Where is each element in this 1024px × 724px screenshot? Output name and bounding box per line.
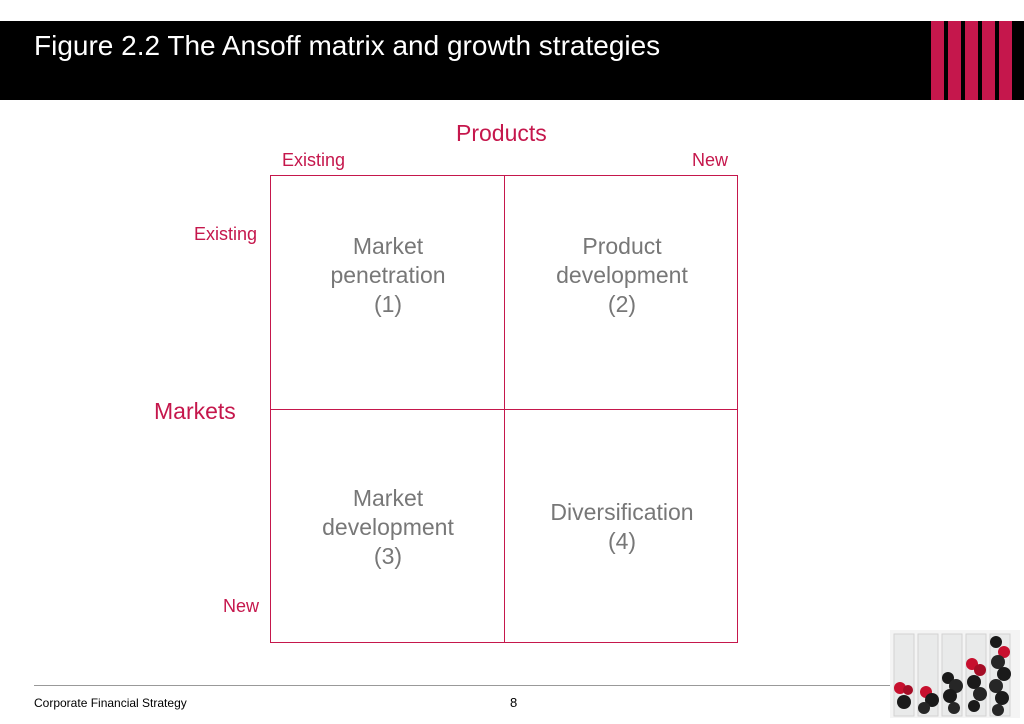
products-existing-label: Existing bbox=[282, 150, 346, 170]
header-bar bbox=[0, 21, 1024, 100]
cell-market-development: Market development (3) bbox=[271, 410, 505, 644]
cell-text-product-development: Product development (2) bbox=[556, 232, 688, 319]
cell-line: development bbox=[556, 261, 688, 288]
cell-line: Market bbox=[352, 484, 424, 511]
markets-axis-heading: Markets bbox=[154, 398, 236, 424]
cell-text-market-development: Market development (3) bbox=[322, 484, 454, 571]
cell-line: (3) bbox=[373, 542, 403, 569]
cell-line: (4) bbox=[607, 528, 637, 554]
cell-diversification: Diversification (4) bbox=[505, 410, 739, 644]
footer-divider bbox=[34, 685, 894, 686]
stripe-1 bbox=[931, 21, 944, 100]
cell-product-development: Product development (2) bbox=[505, 158, 739, 392]
stripe-3 bbox=[965, 21, 978, 100]
cell-line: (2) bbox=[607, 290, 637, 317]
stacked-jars-image bbox=[890, 630, 1020, 718]
cell-text-diversification: Diversification (4) bbox=[550, 498, 693, 556]
matrix-horizontal-divider bbox=[271, 409, 737, 410]
ansoff-matrix-grid: Market penetration (1) Product developme… bbox=[270, 175, 738, 643]
stripe-2 bbox=[948, 21, 961, 100]
products-axis-heading: Products bbox=[456, 120, 547, 146]
footer-course-title: Corporate Financial Strategy bbox=[34, 696, 187, 710]
cell-line: penetration bbox=[330, 261, 446, 288]
stripe-4 bbox=[982, 21, 995, 100]
cell-line: Market bbox=[352, 232, 424, 259]
cell-market-penetration: Market penetration (1) bbox=[271, 158, 505, 392]
cell-line: development bbox=[322, 513, 454, 540]
cell-line: (1) bbox=[373, 290, 403, 317]
page-number: 8 bbox=[510, 695, 518, 710]
page-title: Figure 2.2 The Ansoff matrix and growth … bbox=[34, 30, 661, 61]
markets-existing-label: Existing bbox=[194, 224, 258, 244]
markets-new-label: New bbox=[223, 596, 260, 616]
stripe-5 bbox=[999, 21, 1012, 100]
cell-line: Product bbox=[582, 232, 662, 259]
cell-line: Diversification bbox=[550, 499, 694, 525]
cell-text-market-penetration: Market penetration (1) bbox=[330, 232, 445, 319]
products-new-label: New bbox=[692, 150, 729, 170]
